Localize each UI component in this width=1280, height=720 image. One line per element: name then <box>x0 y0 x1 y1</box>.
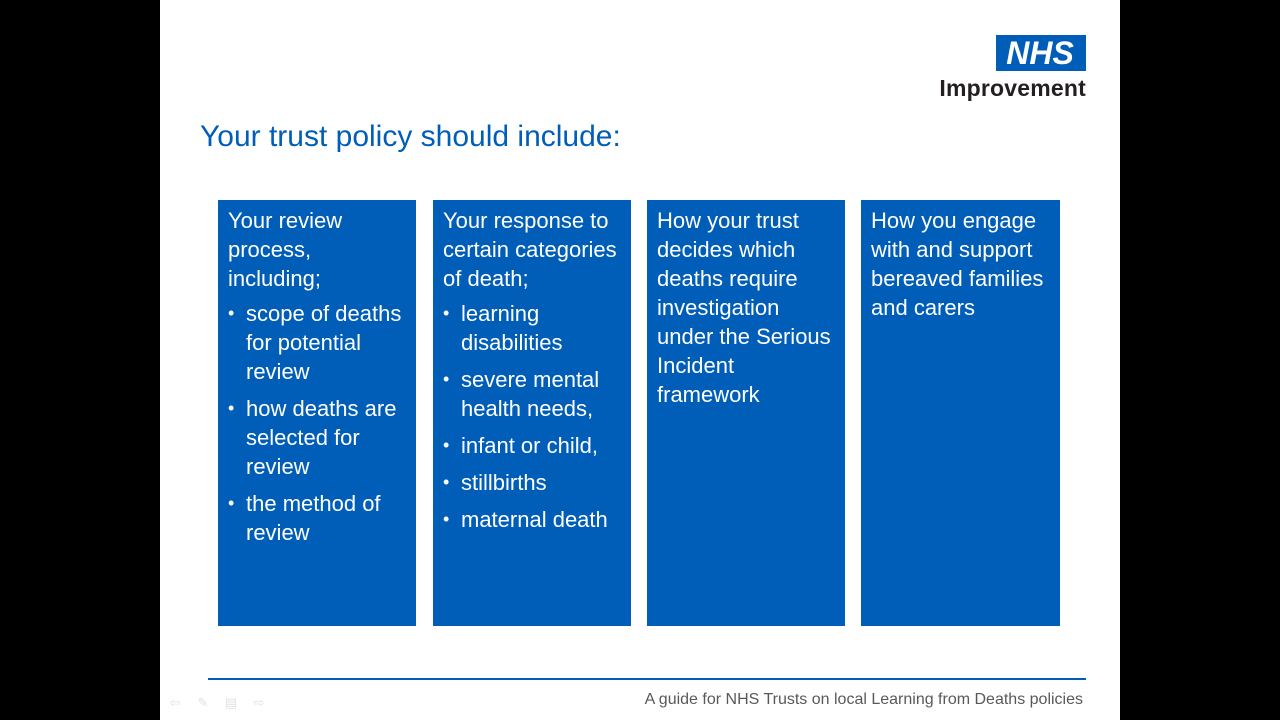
slide-nav-controls: ⇦ ✎ ▤ ⇨ <box>166 696 268 710</box>
slide: NHS Improvement Your trust policy should… <box>160 0 1120 720</box>
policy-box-bereaved-families: How you engage with and support bereaved… <box>861 200 1060 626</box>
list-item: scope of deaths for potential review <box>228 299 408 386</box>
footer-divider <box>208 678 1086 680</box>
nhs-improvement-logo: NHS Improvement <box>939 35 1086 101</box>
box-heading: How you engage with and support bereaved… <box>871 208 1044 320</box>
forward-arrow-icon[interactable]: ⇨ <box>253 695 265 710</box>
policy-box-review-process: Your review process, including; scope of… <box>218 200 416 626</box>
box-list: learning disabilities severe mental heal… <box>443 299 623 534</box>
box-heading: Your response to certain categories of d… <box>443 208 617 291</box>
box-list: scope of deaths for potential review how… <box>228 299 408 547</box>
list-item: severe mental health needs, <box>443 365 623 423</box>
list-item: maternal death <box>443 505 623 534</box>
box-heading: Your review process, including; <box>228 208 343 291</box>
policy-box-investigation: How your trust decides which deaths requ… <box>647 200 845 626</box>
box-heading: How your trust decides which deaths requ… <box>657 208 831 407</box>
list-item: how deaths are selected for review <box>228 394 408 481</box>
logo-subtitle: Improvement <box>939 75 1086 101</box>
list-item: infant or child, <box>443 431 623 460</box>
list-item: the method of review <box>228 489 408 547</box>
footer-text: A guide for NHS Trusts on local Learning… <box>644 691 1083 708</box>
menu-icon[interactable]: ▤ <box>224 695 238 710</box>
back-arrow-icon[interactable]: ⇦ <box>169 695 181 710</box>
pen-icon[interactable]: ✎ <box>197 695 209 710</box>
list-item: stillbirths <box>443 468 623 497</box>
policy-box-death-categories: Your response to certain categories of d… <box>433 200 631 626</box>
list-item: learning disabilities <box>443 299 623 357</box>
slide-title: Your trust policy should include: <box>200 120 621 153</box>
nhs-logo-badge: NHS <box>996 35 1086 71</box>
